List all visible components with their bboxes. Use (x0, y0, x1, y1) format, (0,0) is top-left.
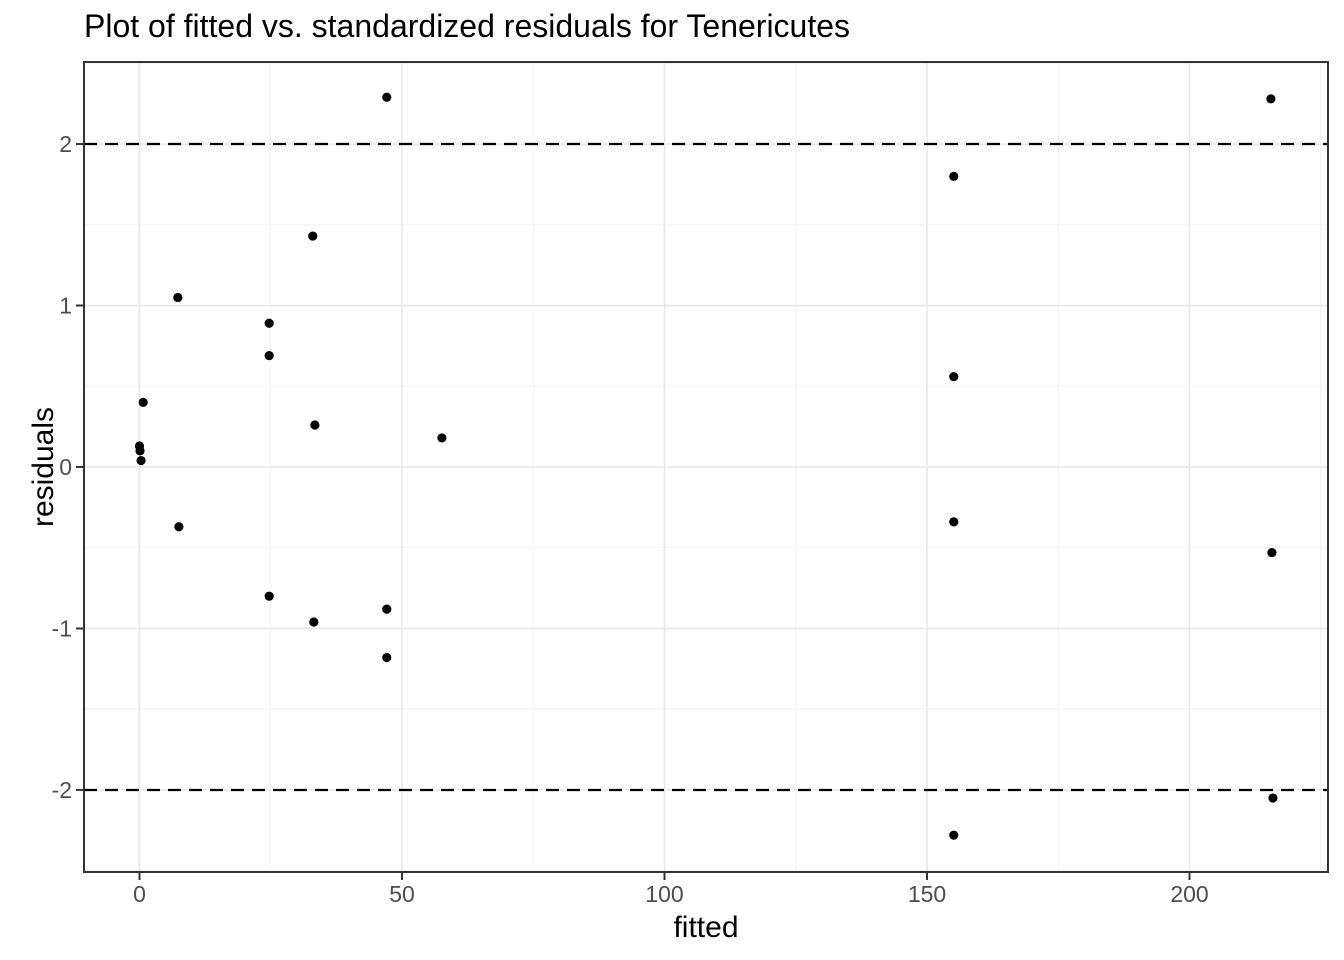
data-point (308, 231, 318, 241)
x-tick-label: 50 (389, 881, 415, 907)
data-point (382, 604, 392, 614)
data-point (949, 830, 959, 840)
data-point (437, 433, 447, 443)
data-point (309, 617, 319, 627)
data-point (1266, 94, 1276, 104)
x-axis-title: fitted (673, 911, 739, 944)
data-point (136, 455, 146, 466)
data-point (264, 350, 274, 361)
data-point (949, 517, 959, 527)
data-point (138, 397, 148, 408)
data-point (949, 371, 959, 382)
data-point (1267, 547, 1277, 558)
data-point (264, 591, 274, 601)
y-tick-label: 1 (59, 293, 72, 319)
data-point (310, 420, 320, 430)
data-point (135, 446, 145, 456)
y-tick-label: -2 (52, 777, 72, 803)
y-tick-label: 0 (59, 454, 72, 480)
y-tick-label: 2 (59, 131, 72, 157)
data-point (174, 522, 184, 532)
panel-border (83, 61, 1329, 873)
x-tick-label: 200 (1170, 881, 1208, 907)
data-point (173, 292, 183, 303)
x-tick-label: 150 (908, 881, 946, 907)
data-point (264, 318, 274, 328)
x-tick-label: 0 (133, 881, 146, 907)
plot-title: Plot of fitted vs. standardized residual… (84, 8, 851, 44)
data-point (382, 652, 392, 663)
data-point (1268, 793, 1278, 803)
y-tick-label: -1 (52, 615, 72, 641)
data-point (382, 92, 392, 102)
x-tick-label: 100 (645, 881, 683, 907)
data-point (949, 171, 959, 181)
